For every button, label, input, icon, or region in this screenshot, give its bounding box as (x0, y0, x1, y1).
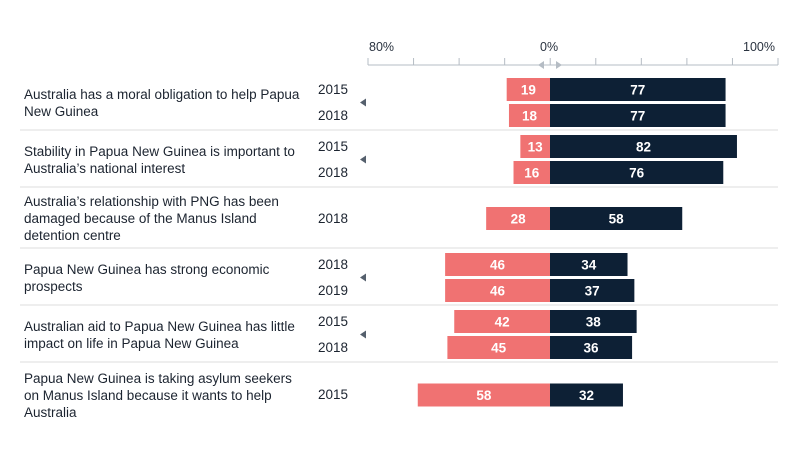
year-label: 2018 (318, 256, 349, 272)
value-label-disagree: 18 (522, 109, 538, 124)
year-label: 2018 (318, 107, 349, 123)
axis-arrow-left (538, 61, 544, 69)
year-label: 2015 (318, 387, 349, 402)
bar-disagree (417, 383, 550, 407)
statement-label: Australia has a moral obligation to help… (24, 86, 300, 119)
year-compare-marker (360, 330, 366, 339)
bar-agree (550, 78, 726, 101)
axis-label-left: 80% (369, 40, 395, 54)
value-label-agree: 77 (630, 83, 645, 98)
value-label-disagree: 46 (490, 258, 506, 273)
value-label-agree: 82 (636, 140, 651, 155)
value-label-disagree: 13 (528, 140, 544, 155)
value-label-agree: 76 (629, 166, 645, 181)
statement-label: Australian aid to Papua New Guinea has l… (24, 318, 295, 351)
bar-disagree (454, 310, 550, 333)
statement-label: Papua New Guinea has strong economic pro… (24, 261, 270, 294)
bar-disagree (486, 207, 550, 230)
value-label-disagree: 16 (524, 166, 540, 181)
bar-disagree (445, 253, 550, 276)
bar-agree (550, 279, 635, 302)
statement-label: Australia’s relationship with PNG has be… (24, 194, 279, 243)
statement-label: Papua New Guinea is taking asylum seeker… (24, 370, 292, 420)
bar-agree (550, 336, 633, 359)
value-label-agree: 38 (586, 315, 602, 330)
axis-label-zero: 0% (540, 40, 559, 54)
bar-agree (550, 253, 628, 276)
bar-agree (550, 310, 637, 333)
axis-label-right: 100% (743, 40, 775, 54)
bar-disagree (506, 78, 550, 101)
axis-arrow-right (556, 61, 562, 69)
year-compare-marker (360, 155, 366, 164)
bar-disagree (508, 104, 550, 127)
value-label-disagree: 58 (476, 388, 492, 403)
year-label: 2018 (318, 339, 349, 355)
value-label-disagree: 42 (495, 315, 510, 330)
year-label: 2018 (318, 164, 349, 180)
statement-label: Stability in Papua New Guinea is importa… (24, 143, 295, 176)
bar-agree (550, 207, 683, 230)
bar-disagree (447, 336, 550, 359)
value-label-agree: 37 (585, 284, 600, 299)
bar-agree (550, 104, 726, 127)
year-label: 2018 (318, 210, 349, 226)
value-label-agree: 32 (579, 388, 594, 403)
value-label-agree: 77 (630, 109, 645, 124)
bar-agree (550, 383, 623, 407)
value-label-disagree: 19 (521, 83, 536, 98)
bar-agree (550, 161, 724, 184)
value-label-disagree: 45 (491, 341, 507, 356)
year-label: 2015 (318, 138, 349, 154)
year-label: 2019 (318, 282, 349, 298)
value-label-disagree: 46 (490, 284, 506, 299)
value-label-agree: 58 (609, 212, 625, 227)
bar-disagree (513, 161, 550, 184)
bar-agree (550, 135, 737, 158)
year-compare-marker (360, 98, 366, 107)
year-label: 2015 (318, 81, 349, 97)
year-compare-marker (360, 273, 366, 282)
value-label-disagree: 28 (511, 212, 527, 227)
bar-disagree (445, 279, 550, 302)
bar-disagree (520, 135, 550, 158)
year-label: 2015 (318, 313, 349, 329)
value-label-agree: 36 (584, 341, 600, 356)
value-label-agree: 34 (581, 258, 597, 273)
